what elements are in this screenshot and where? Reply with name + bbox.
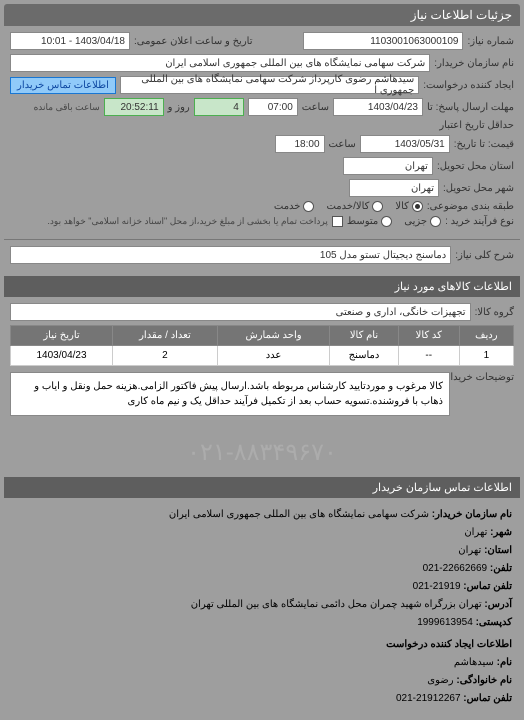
radio-partial-label: جزیی	[404, 216, 427, 227]
radio-goods[interactable]	[412, 201, 423, 212]
contact-address-label: آدرس:	[484, 599, 512, 610]
creator-name-value: سیدهاشم	[454, 657, 494, 668]
table-row: 1 -- دماسنج عدد 2 1403/04/23	[11, 346, 514, 366]
contact-phone-label: تلفن:	[490, 563, 512, 574]
td-unit: عدد	[217, 346, 329, 366]
announce-label: تاریخ و ساعت اعلان عمومی:	[134, 36, 253, 47]
goods-table: ردیف کد کالا نام کالا واحد شمارش تعداد /…	[10, 325, 514, 366]
org-label: نام سازمان خریدار:	[432, 509, 512, 520]
contact-province-label: استان:	[484, 545, 512, 556]
contact-postal-value: 1999613954	[417, 617, 473, 628]
radio-both-label: خدمت	[274, 201, 301, 212]
creator-label: ایجاد کننده درخواست:	[423, 80, 514, 91]
contact-postal-label: کدپستی:	[476, 617, 512, 628]
th-name: نام کالا	[330, 326, 399, 346]
creator-value: سیدهاشم رضوی کارپرداز شرکت سهامی نمایشگا…	[120, 76, 419, 94]
td-qty: 2	[113, 346, 218, 366]
time-label-1: ساعت	[302, 102, 329, 113]
creator-lname-label: نام خانوادگی:	[456, 675, 512, 686]
th-qty: تعداد / مقدار	[113, 326, 218, 346]
group-label: گروه کالا:	[475, 307, 514, 318]
td-name: دماسنج	[330, 346, 399, 366]
contact-info-button[interactable]: اطلاعات تماس خریدار	[10, 77, 116, 94]
delivery-label: حداقل تاریخ اعتبار	[439, 120, 514, 131]
price-date: 1403/05/31	[360, 135, 450, 153]
package-label: طبقه بندی موضوعی:	[427, 201, 514, 212]
purchase-type-label: نوع فرآیند خرید :	[445, 216, 514, 227]
purchase-type-radio-group: جزیی متوسط	[347, 216, 441, 227]
deadline-send-label: مهلت ارسال پاسخ: تا	[427, 102, 514, 113]
payment-checkbox[interactable]	[332, 216, 343, 227]
time-label-2: ساعت	[329, 139, 356, 150]
contact-fax-value: 21919-021	[413, 581, 461, 592]
th-code: کد کالا	[398, 326, 459, 346]
price-time: 18:00	[275, 135, 325, 153]
buyer-label: نام سازمان خریدار:	[434, 58, 514, 69]
creator-phone-value: 21912267-021	[396, 693, 461, 704]
contact-header: اطلاعات تماس سازمان خریدار	[4, 477, 520, 498]
td-row: 1	[459, 346, 513, 366]
radio-partial[interactable]	[430, 216, 441, 227]
deadline-send-date: 1403/04/23	[333, 98, 423, 116]
announce-value: 1403/04/18 - 10:01	[10, 32, 130, 50]
contact-section: نام سازمان خریدار: شرکت سهامی نمایشگاه ه…	[4, 498, 520, 716]
city-value: تهران	[349, 179, 439, 197]
days-label: روز و	[168, 102, 190, 113]
contact-city-value: تهران	[464, 527, 487, 538]
deadline-send-time: 07:00	[248, 98, 298, 116]
province-value: تهران	[343, 157, 433, 175]
contact-province-value: تهران	[458, 545, 481, 556]
creator-name-label: نام:	[497, 657, 512, 668]
watermark-phone: ۰۲۱-۸۸۳۴۹۶۷۰	[4, 428, 520, 477]
radio-both[interactable]	[303, 201, 314, 212]
th-date: تاریخ نیاز	[11, 326, 113, 346]
desc-value: دماسنج دیجیتال تستو مدل 105	[10, 246, 451, 264]
buyer-value: شرکت سهامی نمایشگاه های بین المللی جمهور…	[10, 54, 430, 72]
td-code: --	[398, 346, 459, 366]
group-value: تجهیزات خانگی، اداری و صنعتی	[10, 303, 471, 321]
creator-header: اطلاعات ایجاد کننده درخواست	[12, 636, 512, 654]
days-remaining: 4	[194, 98, 244, 116]
remaining-label: ساعت باقی مانده	[34, 102, 100, 113]
creator-phone-label: تلفن تماس:	[463, 693, 512, 704]
td-date: 1403/04/23	[11, 346, 113, 366]
radio-medium[interactable]	[381, 216, 392, 227]
contact-phone-value: 22662669-021	[423, 563, 488, 574]
request-number-field: 1103001063000109	[303, 32, 463, 50]
price-label: قیمت: تا تاریخ:	[454, 139, 514, 150]
province-label: استان محل تحویل:	[437, 161, 514, 172]
city-label: شهر محل تحویل:	[443, 183, 514, 194]
contact-fax-label: تلفن تماس:	[463, 581, 512, 592]
goods-header: اطلاعات کالاهای مورد نیاز	[4, 276, 520, 297]
category-radio-group: کالا کالا/خدمت خدمت	[274, 201, 423, 212]
desc-title: شرح کلی نیاز:	[455, 250, 514, 261]
contact-address-value: تهران بزرگراه شهید چمران محل دائمی نمایش…	[191, 599, 482, 610]
th-row: ردیف	[459, 326, 513, 346]
radio-service[interactable]	[372, 201, 383, 212]
radio-service-label: کالا/خدمت	[326, 201, 369, 212]
radio-medium-label: متوسط	[347, 216, 378, 227]
page-title: جزئیات اطلاعات نیاز	[411, 8, 512, 22]
request-number-label: شماره نیاز:	[467, 36, 514, 47]
th-unit: واحد شمارش	[217, 326, 329, 346]
explain-text: کالا مرغوب و موردتایید کارشناس مربوطه با…	[10, 372, 450, 416]
contact-city-label: شهر:	[490, 527, 512, 538]
org-value: شرکت سهامی نمایشگاه های بین المللی جمهور…	[169, 509, 429, 520]
creator-lname-value: رضوی	[427, 675, 453, 686]
explain-label: توضیحات خریدار:	[454, 372, 514, 383]
page-header: جزئیات اطلاعات نیاز	[4, 4, 520, 26]
time-remaining: 20:52:11	[104, 98, 164, 116]
payment-note: پرداخت تمام یا بخشی از مبلغ خرید،از محل …	[47, 216, 327, 227]
radio-goods-label: کالا	[395, 201, 409, 212]
